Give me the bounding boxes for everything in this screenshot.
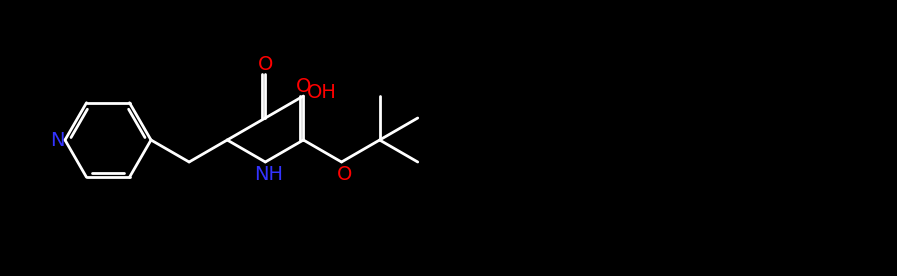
Text: N: N	[49, 131, 65, 150]
Text: NH: NH	[254, 164, 283, 184]
Text: OH: OH	[307, 84, 336, 102]
Text: O: O	[296, 78, 311, 97]
Text: O: O	[337, 164, 353, 184]
Text: O: O	[257, 55, 273, 75]
